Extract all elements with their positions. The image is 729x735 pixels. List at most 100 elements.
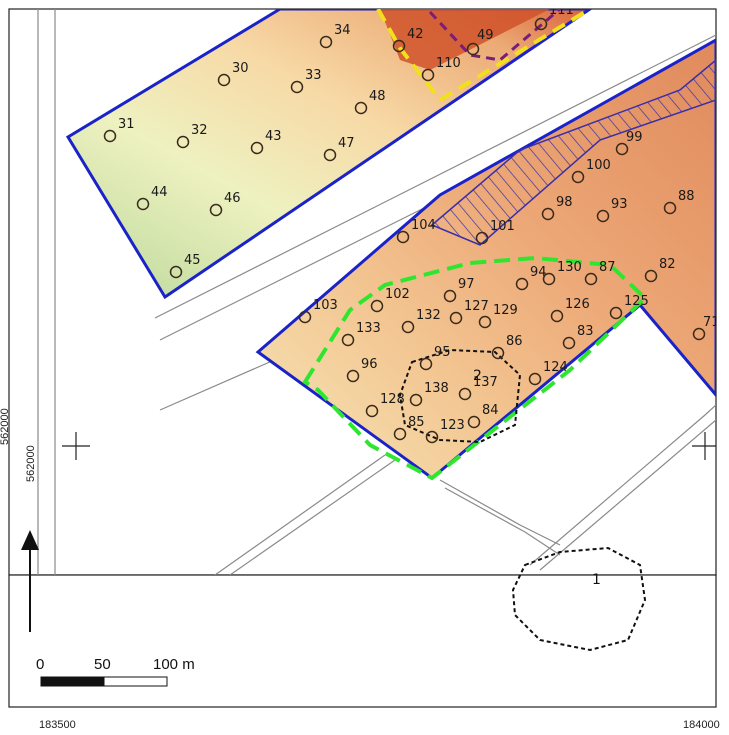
sample-point-marker (449, 311, 463, 325)
sample-point-label: 32 (191, 123, 208, 138)
sample-point-label: 31 (118, 117, 135, 132)
sample-point-marker (401, 320, 415, 334)
coord-y-left-clipped: 562000 (0, 408, 11, 445)
sample-point-label: 42 (407, 27, 424, 42)
sample-point-label: 102 (385, 287, 410, 302)
yellow-boundary (376, 9, 592, 102)
scale-tick-0: 0 (36, 656, 44, 673)
sample-point-marker (103, 129, 117, 143)
sample-point-label: 97 (458, 277, 475, 292)
sample-point-label: 49 (477, 28, 494, 43)
sample-point-marker (421, 68, 435, 82)
sample-point-marker (663, 201, 677, 215)
sample-point-marker (478, 315, 492, 329)
sample-point-label: 71 (703, 315, 720, 330)
sample-point-marker (209, 203, 223, 217)
sample-point-marker (409, 393, 423, 407)
sample-point-label: 48 (369, 89, 386, 104)
sample-point-label: 99 (626, 130, 643, 145)
sample-point-label: 30 (232, 61, 249, 76)
sample-point-label: 88 (678, 189, 695, 204)
sample-point-label: 127 (464, 299, 489, 314)
grid-cross (62, 432, 716, 460)
sample-point-label: 103 (313, 298, 338, 313)
sample-point-marker (562, 336, 576, 350)
sample-point-marker (596, 209, 610, 223)
sample-point-marker (466, 42, 480, 56)
sample-point-marker (609, 306, 623, 320)
sample-point-label: 33 (305, 68, 322, 83)
sample-point-marker (323, 148, 337, 162)
sample-point-label: 95 (434, 345, 451, 360)
sample-point-label: 132 (416, 308, 441, 323)
sample-point-label: 96 (361, 357, 378, 372)
road-network (37, 9, 716, 575)
scale-tick-100: 100 m (153, 656, 195, 673)
sample-point-label: 34 (334, 23, 351, 38)
sample-point-label: 138 (424, 381, 449, 396)
sample-point-marker (169, 265, 183, 279)
sample-point-marker (419, 357, 433, 371)
sample-point-marker (475, 231, 489, 245)
sample-point-marker (584, 272, 598, 286)
sample-point-marker (136, 197, 150, 211)
sample-point-label: 100 (586, 158, 611, 173)
sample-point-marker (528, 372, 542, 386)
sample-point-label: 93 (611, 197, 628, 212)
sample-point-label: 130 (557, 260, 582, 275)
sample-point-marker (467, 415, 481, 429)
sample-point-marker (341, 333, 355, 347)
sample-point-label: 133 (356, 321, 381, 336)
sample-point-label: 94 (530, 265, 547, 280)
sample-point-label: 44 (151, 185, 168, 200)
sample-point-marker (644, 269, 658, 283)
sample-point-label: 84 (482, 403, 499, 418)
sample-point-marker (542, 272, 556, 286)
sample-point-marker (615, 142, 629, 156)
sample-point-label: 82 (659, 257, 676, 272)
sample-point-marker (550, 309, 564, 323)
sample-point-marker (217, 73, 231, 87)
sample-point-marker (541, 207, 555, 221)
sample-point-label: 125 (624, 294, 649, 309)
sample-point-marker (515, 277, 529, 291)
zone-label-1: 1 (592, 572, 601, 588)
sample-point-label: 86 (506, 334, 523, 349)
parcel-a (65, 9, 593, 300)
sample-point-label: 104 (411, 218, 436, 233)
sample-point-marker (425, 430, 439, 444)
sample-point-marker (176, 135, 190, 149)
sample-point-label: 46 (224, 191, 241, 206)
north-arrow-icon (21, 530, 39, 632)
sample-points: 34 42 49 111 30 33 110 48 31 32 43 47 44 46 45 99 97 100 9… (103, 9, 720, 444)
coord-x-right: 184000 (683, 719, 720, 731)
sample-point-marker (491, 346, 505, 360)
sample-point-label: 137 (473, 375, 498, 390)
coord-y-left: 562000 (25, 445, 37, 482)
sample-point-marker (365, 404, 379, 418)
purple-boundary (428, 9, 561, 62)
sample-point-marker (298, 310, 312, 324)
zone-label-2: 2 (473, 368, 482, 384)
sample-point-marker (319, 35, 333, 49)
sample-point-marker (370, 299, 384, 313)
sample-point-marker (692, 327, 706, 341)
sample-point-label: 45 (184, 253, 201, 268)
sample-point-marker (534, 17, 548, 31)
sample-point-label: 85 (408, 415, 425, 430)
sample-point-label: 126 (565, 297, 590, 312)
sample-point-marker (458, 387, 472, 401)
sample-point-label: 110 (436, 56, 461, 71)
green-boundary (302, 255, 648, 481)
zone-2-outline (398, 348, 522, 444)
sample-point-label: 128 (380, 392, 405, 407)
sample-point-marker (443, 289, 457, 303)
sample-point-marker (571, 170, 585, 184)
sample-point-label: 129 (493, 303, 518, 318)
scale-tick-50: 50 (94, 656, 111, 673)
sample-point-marker (393, 427, 407, 441)
sample-point-marker (346, 369, 360, 383)
sample-point-marker (250, 141, 264, 155)
sample-point-marker (354, 101, 368, 115)
